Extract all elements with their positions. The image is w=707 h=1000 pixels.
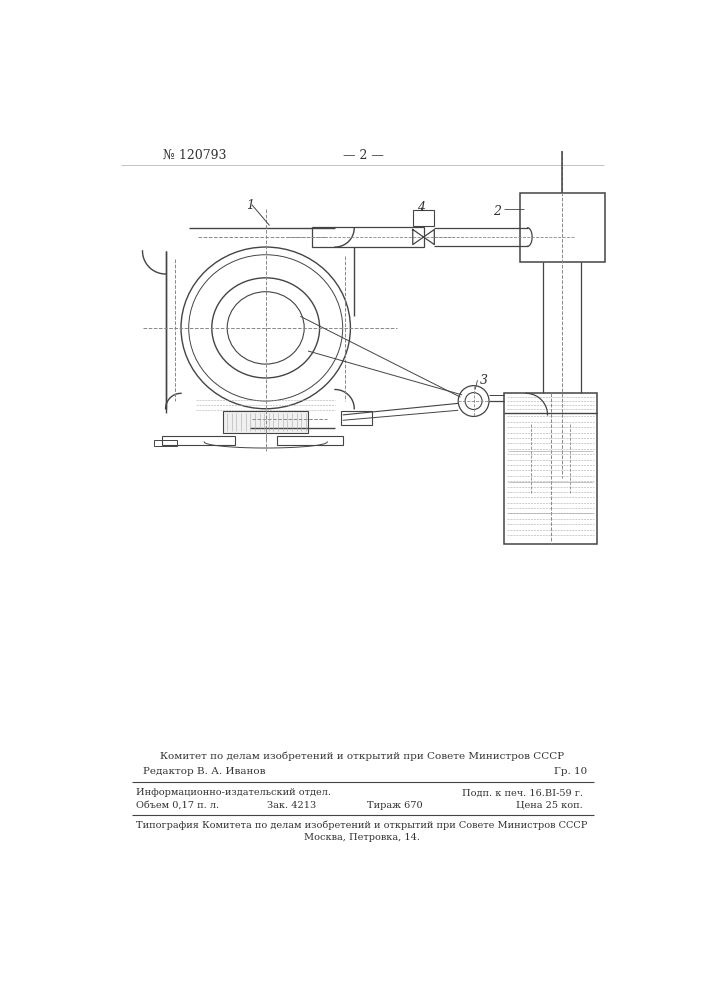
Text: Цена 25 коп.: Цена 25 коп. — [516, 801, 583, 810]
Text: Объем 0,17 п. л.: Объем 0,17 п. л. — [136, 801, 219, 810]
Bar — [520, 193, 604, 262]
Text: Типография Комитета по делам изобретений и открытий при Совете Министров СССР: Типография Комитета по делам изобретений… — [136, 821, 588, 830]
Text: 1: 1 — [246, 199, 255, 212]
Bar — [223, 411, 308, 433]
Bar — [312, 227, 423, 247]
Text: Тираж 670: Тираж 670 — [368, 801, 423, 810]
Bar — [413, 210, 434, 226]
Text: — 2 —: — 2 — — [343, 149, 384, 162]
Bar — [154, 440, 177, 446]
Bar — [341, 411, 372, 425]
Text: 3: 3 — [480, 374, 488, 387]
Text: Гр. 10: Гр. 10 — [554, 767, 587, 776]
Text: Редактор В. А. Иванов: Редактор В. А. Иванов — [143, 767, 265, 776]
Bar — [162, 436, 235, 445]
Text: Информационно-издательский отдел.: Информационно-издательский отдел. — [136, 788, 332, 797]
Bar — [277, 436, 343, 445]
Text: Зак. 4213: Зак. 4213 — [267, 801, 317, 810]
Bar — [504, 393, 597, 544]
Text: Москва, Петровка, 14.: Москва, Петровка, 14. — [304, 833, 420, 842]
Text: Подп. к печ. 16.ВI-59 г.: Подп. к печ. 16.ВI-59 г. — [462, 788, 583, 797]
Text: № 120793: № 120793 — [163, 149, 227, 162]
Text: Комитет по делам изобретений и открытий при Совете Министров СССР: Комитет по делам изобретений и открытий … — [160, 751, 564, 761]
Text: 2: 2 — [493, 205, 501, 218]
Text: 4: 4 — [417, 201, 425, 214]
